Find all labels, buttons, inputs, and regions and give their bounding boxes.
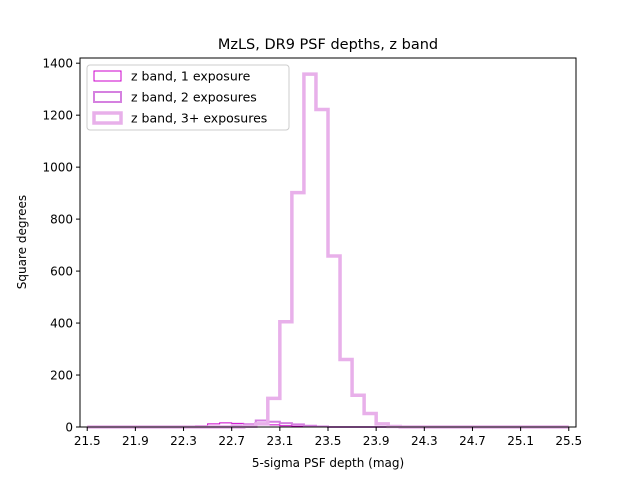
legend-swatch <box>93 91 122 103</box>
y-tick-label: 200 <box>50 369 73 383</box>
legend-swatch <box>93 70 122 82</box>
legend-swatch <box>92 111 123 125</box>
x-tick-label: 25.5 <box>555 434 582 448</box>
x-tick-label: 23.9 <box>363 434 390 448</box>
y-axis: 0 200 400 600 800 1000 1200 1400 <box>42 57 80 435</box>
y-tick-label: 800 <box>50 213 73 227</box>
legend: z band, 1 exposure z band, 2 exposures z b… <box>86 64 290 131</box>
y-tick-label: 0 <box>65 421 73 435</box>
legend-label: z band, 1 exposure <box>131 69 251 84</box>
x-tick-label: 21.9 <box>122 434 149 448</box>
x-tick-label: 25.1 <box>507 434 534 448</box>
x-tick-label: 24.7 <box>459 434 486 448</box>
x-tick-label: 22.7 <box>218 434 245 448</box>
x-tick-label: 21.5 <box>74 434 101 448</box>
y-tick-label: 1200 <box>42 109 73 123</box>
x-tick-label: 22.3 <box>170 434 197 448</box>
x-tick-label: 24.3 <box>411 434 438 448</box>
x-axis: 21.5 21.9 22.3 22.7 23.1 23.5 23.9 24.3 24.7 25.1… <box>74 427 582 448</box>
legend-box <box>86 64 290 131</box>
legend-label: z band, 3+ exposures <box>131 111 267 126</box>
y-tick-label: 600 <box>50 265 73 279</box>
x-tick-label: 23.1 <box>266 434 293 448</box>
legend-label: z band, 2 exposures <box>131 90 257 105</box>
y-tick-label: 1000 <box>42 161 73 175</box>
y-tick-label: 1400 <box>42 57 73 71</box>
y-axis-label: Square degrees <box>15 195 29 289</box>
chart-title: MzLS, DR9 PSF depths, z band <box>218 37 438 53</box>
y-tick-label: 400 <box>50 317 73 331</box>
x-tick-label: 23.5 <box>315 434 342 448</box>
x-axis-label: 5-sigma PSF depth (mag) <box>252 456 404 470</box>
